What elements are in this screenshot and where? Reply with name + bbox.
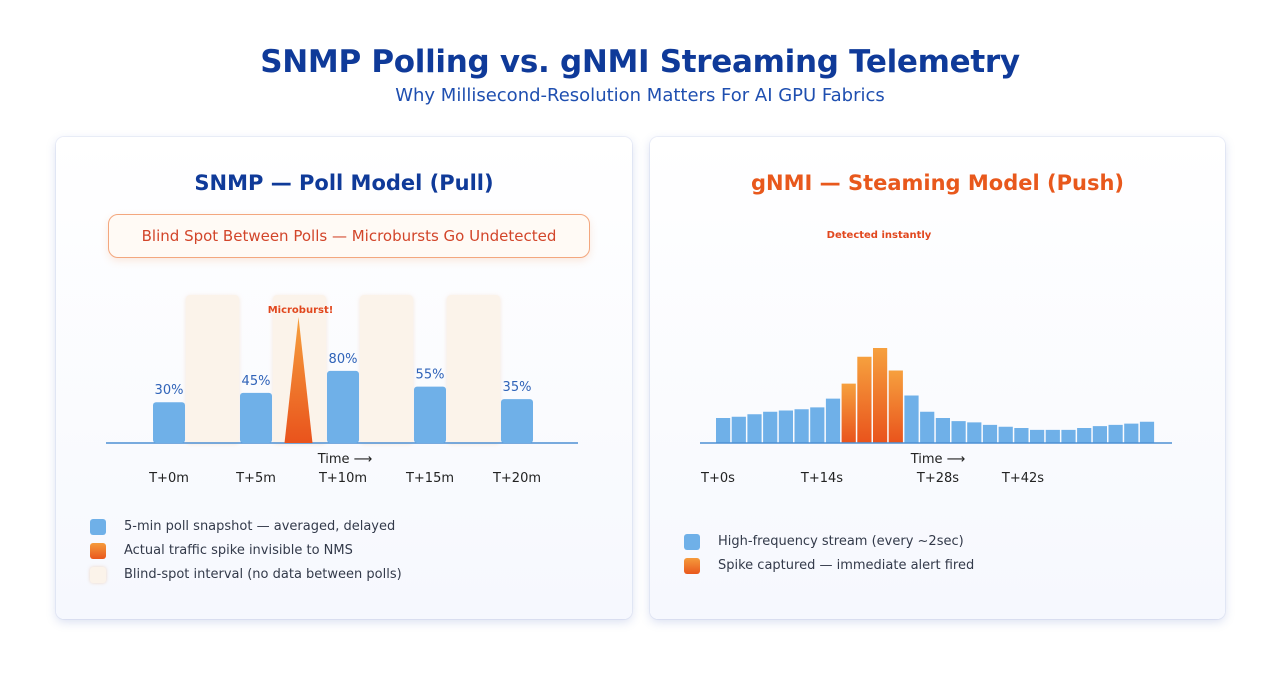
x-tick-label: T+14s [800,471,843,486]
page-title: SNMP Polling vs. gNMI Streaming Telemetr… [260,44,1020,80]
legend-label: Spike captured — immediate alert fired [718,558,975,573]
stream-bar [825,398,841,443]
legend-item-blind-spot: Blind-spot interval (no data between pol… [90,566,402,590]
microburst-spike [284,317,313,443]
blind-spot-interval [447,295,500,443]
legend-label: 5-min poll snapshot — averaged, delayed [124,519,396,534]
blind-spot-swatch [90,567,106,583]
poll-snapshot-swatch [90,519,106,535]
stream-bar [1124,423,1139,443]
bar-value-label: 80% [329,352,358,367]
poll-bar [153,402,185,443]
stream-bar [1014,428,1029,443]
x-tick-label: T+42s [1001,471,1044,486]
poll-bar [327,370,359,443]
stream-bar [747,414,762,443]
legend-label: High-frequency stream (every ~2sec) [718,534,964,549]
stream-bar [967,422,982,443]
snmp-panel: SNMP — Poll Model (Pull) Blind Spot Betw… [56,137,632,619]
snmp-legend: 5-min poll snapshot — averaged, delayed … [90,518,402,590]
spike-bar [873,348,888,443]
gnmi-legend: High-frequency stream (every ~2sec) Spik… [684,533,974,581]
poll-bar [240,392,272,443]
spike-bar [857,356,872,443]
legend-item-poll-snapshot: 5-min poll snapshot — averaged, delayed [90,518,402,542]
x-tick-label: T+0s [700,471,735,486]
stream-bar [731,416,746,443]
x-axis-title: Time ⟶ [317,452,373,467]
stream-bar [1139,421,1155,443]
legend-item-spike-captured: Spike captured — immediate alert fired [684,557,974,581]
poll-bar [414,386,446,443]
stream-bar [1061,429,1076,443]
microburst-label: Microburst! [268,305,334,316]
stream-bar [935,418,950,443]
stream-bar [778,410,793,443]
poll-bar [501,399,533,443]
bar-value-label: 55% [416,368,445,383]
spike-captured-swatch [684,558,700,574]
stream-bar [904,395,919,443]
detected-annotation: Detected instantly [827,230,932,241]
stream-bar [716,418,731,443]
x-axis-title: Time ⟶ [910,452,966,467]
snmp-panel-title: SNMP — Poll Model (Pull) [194,171,494,195]
blind-spot-callout: Blind Spot Between Polls — Microbursts G… [108,214,590,258]
bar-value-label: 45% [242,374,271,389]
x-tick-label: T+10m [318,471,367,486]
gnmi-chart: T+0s T+14s T+28s T+42s Detected instantly Tim… [700,230,1172,486]
legend-item-traffic-spike: Actual traffic spike invisible to NMS [90,542,402,566]
stream-bar [1077,428,1092,443]
blind-spot-interval [186,295,239,443]
stream-bar [794,409,809,443]
stream-bar [1045,429,1060,443]
stream-bar [982,424,998,443]
legend-label: Blind-spot interval (no data between pol… [124,567,402,582]
bar-value-label: 35% [503,380,532,395]
x-tick-label: T+28s [916,471,959,486]
legend-item-stream: High-frequency stream (every ~2sec) [684,533,974,557]
stream-bar [1030,429,1045,443]
legend-label: Actual traffic spike invisible to NMS [124,543,353,558]
gnmi-panel: gNMI — Steaming Model (Push) T+0s T+14s T+… [650,137,1225,619]
spike-bar [888,370,903,443]
blind-spot-interval [360,295,413,443]
stream-bar [1092,426,1107,443]
bar-value-label: 30% [155,383,184,398]
stream-bar [920,411,935,443]
stream-bar [1108,424,1123,443]
x-tick-label: T+0m [148,471,189,486]
stream-bar [763,411,778,443]
snmp-chart: 30% T+0m 45% T+5m 80% T+10m 55% T+15m 35% T+20m Mi… [106,295,578,486]
x-tick-label: T+5m [235,471,276,486]
stream-bar [998,426,1013,443]
page-subtitle: Why Millisecond-Resolution Matters For A… [395,85,885,106]
spike-bar [841,383,856,443]
stream-swatch [684,534,700,550]
stream-bar [810,407,825,443]
traffic-spike-swatch [90,543,106,559]
x-tick-label: T+20m [492,471,541,486]
x-tick-label: T+15m [405,471,454,486]
gnmi-panel-title: gNMI — Steaming Model (Push) [751,171,1124,195]
stream-bar [951,421,966,443]
